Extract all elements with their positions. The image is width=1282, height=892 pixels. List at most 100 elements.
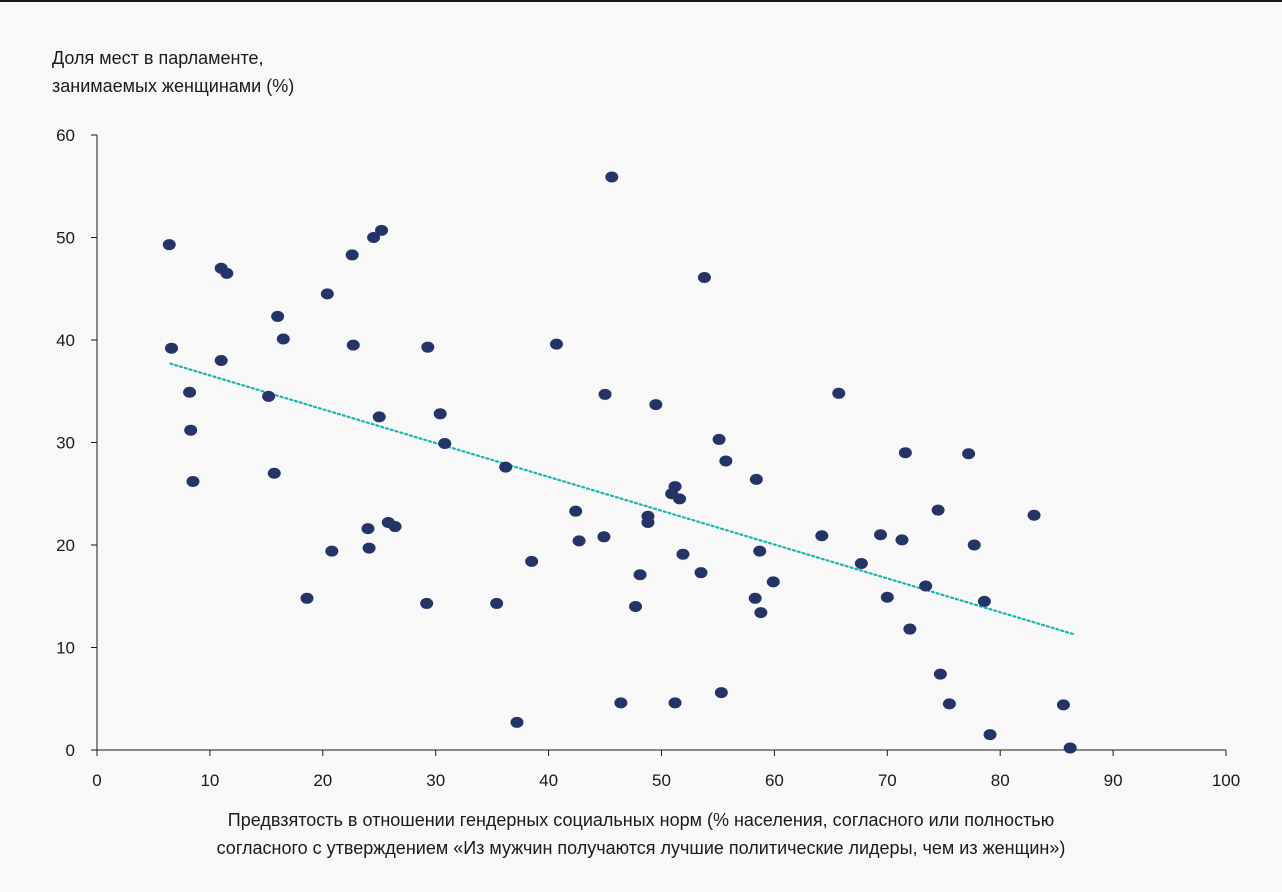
x-axis-label-line-2: согласного с утверждением «Из мужчин пол… [216,838,1066,858]
data-point [629,601,643,612]
data-point [919,580,933,592]
data-point [345,249,359,261]
data-point [510,716,524,728]
data-point [967,539,981,551]
y-axis-label-line-2: занимаемых женщинами (%) [52,76,295,96]
data-point [962,448,976,460]
data-point [361,523,375,535]
data-point [320,288,334,300]
data-point [694,567,708,579]
data-point [749,473,763,485]
x-tick-label: 30 [426,771,445,790]
data-point [719,455,733,467]
data-point [598,388,612,400]
data-point [165,342,179,354]
data-point [977,595,991,607]
data-point [388,521,402,533]
x-tick-label: 90 [1104,771,1123,790]
data-point [633,569,647,581]
data-point [668,697,682,709]
data-point [572,535,586,547]
data-point [714,687,728,699]
data-point [375,224,389,236]
data-point [983,729,997,741]
y-tick-label: 50 [56,229,75,248]
x-axis-label-line-1: Предвзятость в отношении гендерных социа… [227,810,1055,830]
data-point [895,534,909,546]
x-tick-label: 0 [92,771,101,790]
y-axis-label-line-1: Доля мест в парламенте, [52,48,264,68]
x-tick-label: 40 [539,771,558,790]
data-point [186,475,200,487]
x-tick-label: 80 [991,771,1010,790]
data-point [766,576,780,588]
data-point [421,341,435,353]
y-tick-label: 0 [66,741,75,760]
x-tick-label: 20 [313,771,332,790]
y-tick-label: 60 [56,126,75,145]
data-point [1063,742,1077,754]
data-point [184,424,198,436]
data-point [325,545,339,557]
data-point [942,698,956,710]
data-point [898,447,912,459]
data-point [569,505,583,517]
data-point [346,339,360,351]
data-point [367,232,381,243]
data-point [1027,509,1041,521]
data-point [673,493,687,505]
y-tick-label: 20 [56,536,75,555]
data-point [162,239,176,251]
data-point [433,408,447,420]
x-tick-label: 50 [652,771,671,790]
data-point [220,267,234,279]
data-point [1056,699,1070,711]
data-point [262,390,276,402]
y-tick-label: 40 [56,331,75,350]
data-point [214,355,228,366]
data-point [697,271,711,283]
data-point [754,607,768,619]
data-point [605,171,619,183]
data-point [183,386,197,398]
x-tick-label: 100 [1212,771,1240,790]
data-point [438,438,452,450]
x-tick-label: 70 [878,771,897,790]
data-point [854,557,868,569]
data-point [372,411,386,423]
data-point [276,333,290,345]
data-point [903,623,917,635]
data-point [753,545,767,557]
data-point [933,668,947,680]
data-point [832,387,846,399]
data-point [874,529,888,541]
data-point [676,548,690,560]
data-point [614,697,628,709]
top-rule [0,0,1282,2]
data-point [641,516,655,528]
y-axis-label: Доля мест в парламенте, занимаемых женщи… [52,44,752,100]
x-axis-label: Предвзятость в отношении гендерных социа… [40,806,1242,862]
data-point [712,433,726,445]
data-point [267,467,281,479]
data-point [880,591,894,603]
data-point [815,530,829,542]
data-point [499,461,513,473]
data-point [490,597,504,609]
y-tick-label: 30 [56,434,75,453]
data-point [420,597,434,609]
data-point [649,399,663,411]
data-point [748,592,762,604]
data-point [271,310,285,322]
x-tick-label: 10 [200,771,219,790]
data-point [550,338,564,350]
data-point [300,592,314,604]
data-point [597,531,611,543]
data-point [931,504,945,516]
y-tick-label: 10 [56,639,75,658]
data-point [525,555,539,567]
data-point [668,481,682,493]
x-tick-label: 60 [765,771,784,790]
